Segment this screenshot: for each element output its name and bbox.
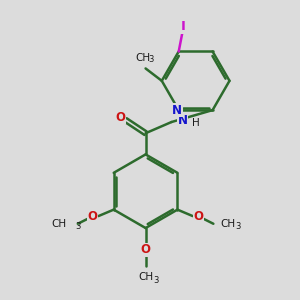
Text: 3: 3 bbox=[236, 222, 241, 231]
Text: CH: CH bbox=[138, 272, 153, 282]
Text: 3: 3 bbox=[148, 55, 154, 64]
Text: 3: 3 bbox=[153, 276, 158, 285]
Text: 3: 3 bbox=[75, 222, 81, 231]
Text: CH: CH bbox=[220, 219, 236, 229]
Text: O: O bbox=[141, 243, 151, 256]
Text: CH: CH bbox=[136, 52, 151, 62]
Text: I: I bbox=[180, 20, 185, 33]
Text: O: O bbox=[88, 210, 98, 223]
Text: CH: CH bbox=[52, 219, 67, 229]
Text: O: O bbox=[115, 110, 125, 124]
Text: O: O bbox=[194, 210, 204, 223]
Text: H: H bbox=[192, 118, 200, 128]
Text: N: N bbox=[172, 103, 182, 117]
Text: N: N bbox=[178, 114, 188, 127]
